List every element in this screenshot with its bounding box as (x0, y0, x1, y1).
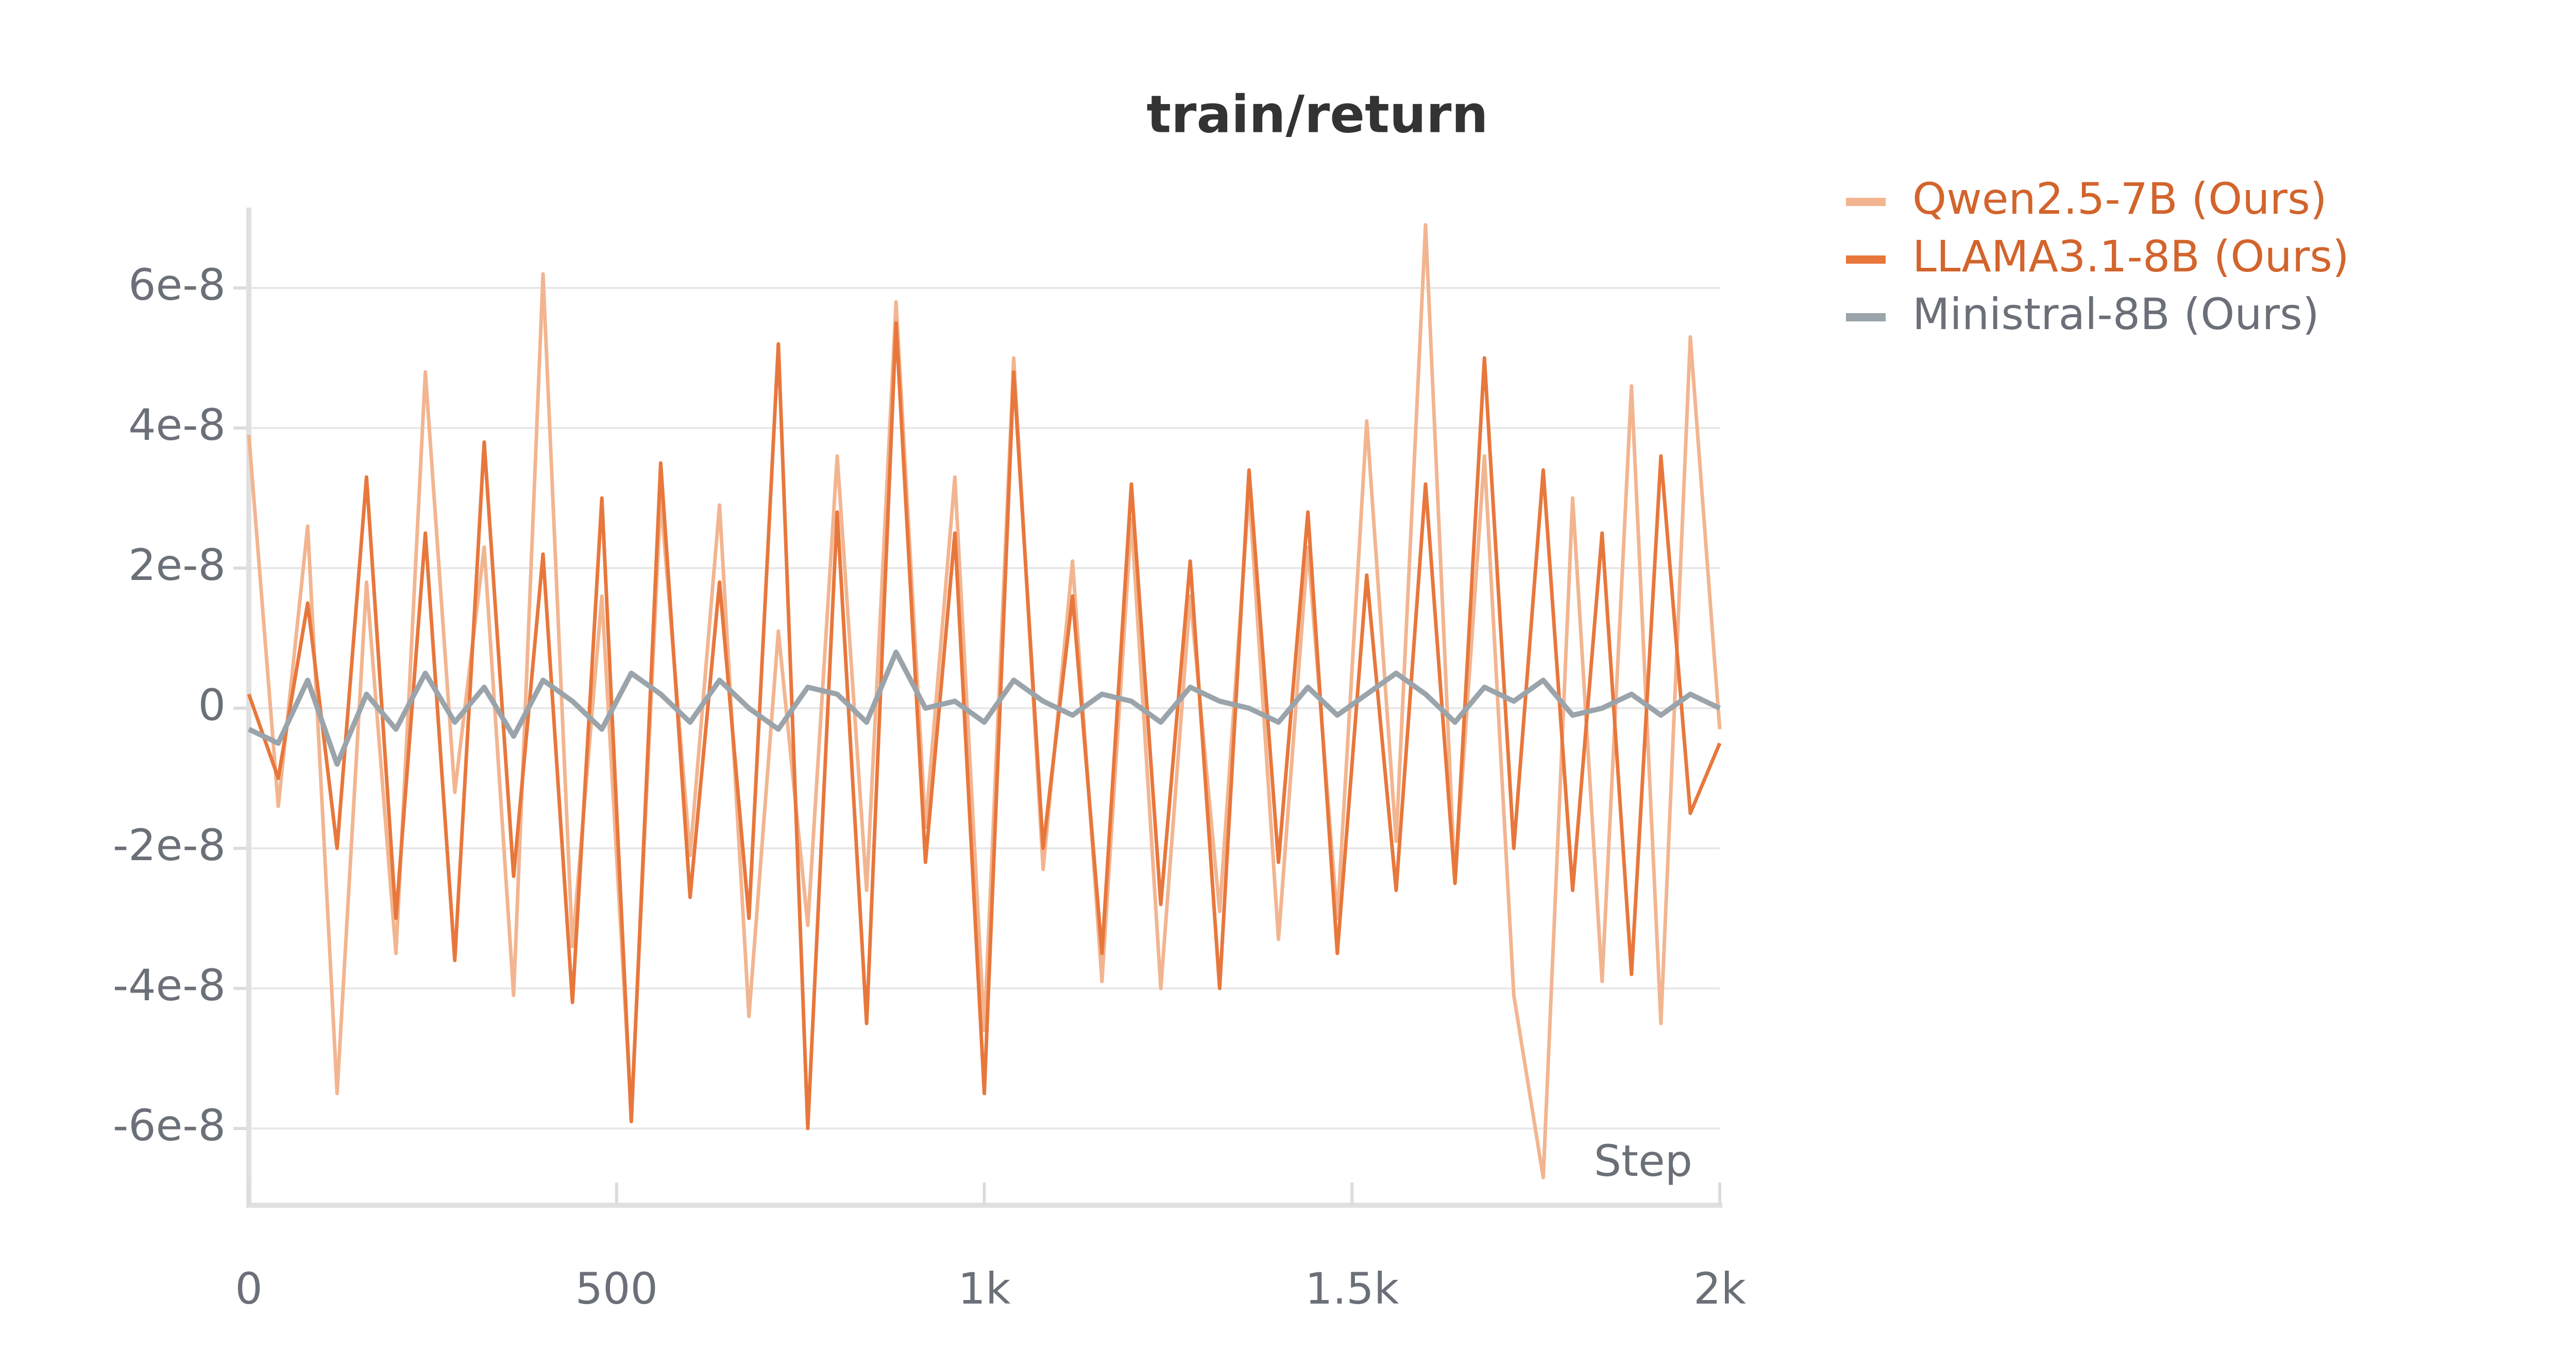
series-line (247, 321, 1722, 1131)
x-tick-label: 1.5k (1305, 1263, 1399, 1314)
x-tick-label: 500 (575, 1263, 658, 1314)
legend-label: Ministral-8B (Ours) (1912, 289, 2319, 339)
legend-label: LLAMA3.1-8B (Ours) (1912, 231, 2349, 282)
series-line (247, 223, 1722, 1179)
legend-label: Qwen2.5-7B (Ours) (1912, 174, 2327, 224)
y-tick-label: 2e-8 (128, 540, 226, 590)
x-tick-label: 2k (1693, 1263, 1746, 1314)
y-tick-label: -6e-8 (113, 1100, 226, 1151)
y-tick-label: -4e-8 (113, 960, 226, 1011)
x-axis-label: Step (1594, 1136, 1692, 1186)
y-tick-label: 0 (198, 680, 226, 730)
x-tick-label: 0 (235, 1263, 262, 1314)
chart-title: train/return (1146, 84, 1488, 144)
y-tick-label: 4e-8 (128, 400, 226, 450)
x-tick-label: 1k (958, 1263, 1010, 1314)
series-line (247, 649, 1721, 767)
y-tick-label: 6e-8 (128, 260, 226, 310)
y-tick-label: -2e-8 (113, 820, 226, 870)
